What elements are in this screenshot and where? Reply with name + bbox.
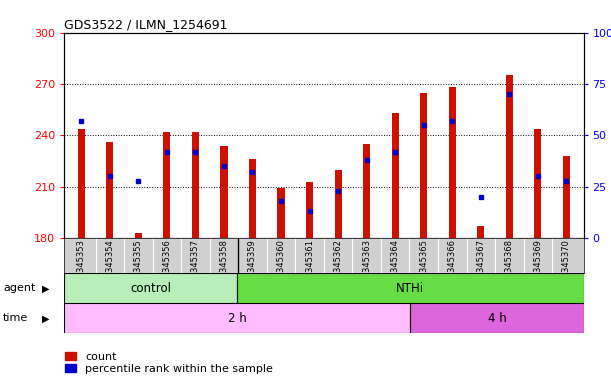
Bar	[64, 303, 411, 333]
Bar	[306, 182, 313, 238]
Text: control: control	[130, 282, 171, 295]
Text: GSM345361: GSM345361	[305, 239, 314, 290]
Bar	[335, 170, 342, 238]
Bar	[534, 129, 541, 238]
Legend: count, percentile rank within the sample: count, percentile rank within the sample	[60, 347, 277, 379]
Bar	[135, 233, 142, 238]
Bar	[411, 303, 584, 333]
Bar	[237, 273, 584, 303]
Text: GSM345362: GSM345362	[334, 239, 343, 290]
Bar	[64, 273, 237, 303]
Text: GSM345363: GSM345363	[362, 239, 371, 290]
Text: GSM345369: GSM345369	[533, 239, 543, 290]
Text: GSM345367: GSM345367	[477, 239, 485, 290]
Bar	[78, 129, 85, 238]
Text: GSM345357: GSM345357	[191, 239, 200, 290]
Text: GSM345356: GSM345356	[163, 239, 171, 290]
Text: GSM345365: GSM345365	[419, 239, 428, 290]
Bar	[448, 88, 456, 238]
Text: GSM345366: GSM345366	[448, 239, 457, 290]
Text: GDS3522 / ILMN_1254691: GDS3522 / ILMN_1254691	[64, 18, 228, 31]
Text: GSM345354: GSM345354	[105, 239, 114, 290]
Bar	[221, 146, 227, 238]
Bar	[277, 189, 285, 238]
Text: 4 h: 4 h	[488, 312, 507, 325]
Bar	[363, 144, 370, 238]
Text: GSM345364: GSM345364	[390, 239, 400, 290]
Text: time: time	[3, 313, 28, 323]
Text: GSM345355: GSM345355	[134, 239, 143, 290]
Bar	[192, 132, 199, 238]
Text: GSM345358: GSM345358	[219, 239, 229, 290]
Text: ▶: ▶	[42, 313, 49, 323]
Text: agent: agent	[3, 283, 35, 293]
Bar	[420, 93, 427, 238]
Text: GSM345359: GSM345359	[248, 239, 257, 290]
Text: GSM345353: GSM345353	[77, 239, 86, 290]
Text: ▶: ▶	[42, 283, 49, 293]
Bar	[563, 156, 570, 238]
Text: GSM345370: GSM345370	[562, 239, 571, 290]
Bar	[249, 159, 256, 238]
Text: GSM345368: GSM345368	[505, 239, 514, 290]
Text: 2 h: 2 h	[228, 312, 247, 325]
Bar	[477, 226, 485, 238]
Bar	[392, 113, 399, 238]
Text: NTHi: NTHi	[397, 282, 425, 295]
Text: GSM345360: GSM345360	[277, 239, 285, 290]
Bar	[163, 132, 170, 238]
Bar	[506, 75, 513, 238]
Bar	[106, 142, 114, 238]
